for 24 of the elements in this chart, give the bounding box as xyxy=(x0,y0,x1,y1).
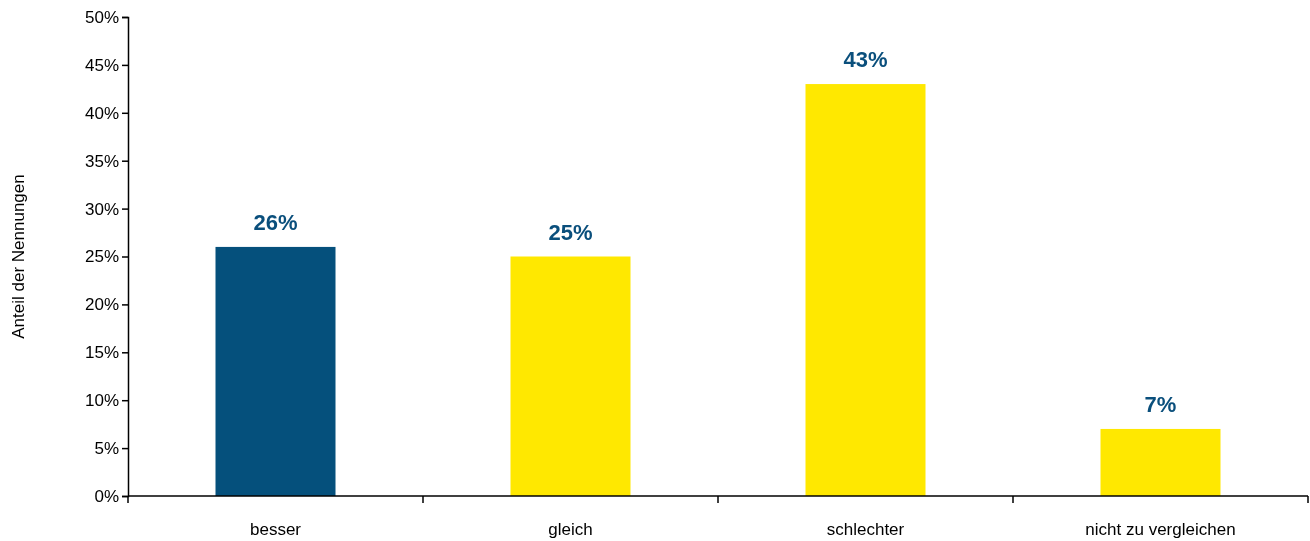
y-axis-title: Anteil der Nennungen xyxy=(9,174,28,339)
y-tick-label: 35% xyxy=(84,151,119,171)
bar xyxy=(510,256,631,496)
y-tick-label: 5% xyxy=(94,439,119,459)
data-label: 7% xyxy=(1144,391,1177,417)
y-tick-label: 45% xyxy=(84,55,119,75)
bar xyxy=(1100,428,1221,496)
bar xyxy=(215,246,336,496)
y-tick-label: 50% xyxy=(84,7,119,27)
data-label: 25% xyxy=(548,219,593,245)
y-tick-label: 0% xyxy=(94,486,119,506)
x-tick-label: nicht zu vergleichen xyxy=(1085,520,1236,539)
data-label: 26% xyxy=(253,209,298,235)
data-label: 43% xyxy=(843,47,888,73)
x-tick-label: schlechter xyxy=(826,520,905,539)
y-tick-label: 15% xyxy=(84,343,119,363)
x-tick-label: gleich xyxy=(548,520,593,539)
y-tick-label: 30% xyxy=(84,199,119,219)
bar xyxy=(805,84,926,496)
y-tick-label: 25% xyxy=(84,247,119,267)
x-tick-label: besser xyxy=(249,520,302,539)
y-tick-label: 40% xyxy=(84,103,119,123)
y-tick-label: 20% xyxy=(84,295,119,315)
y-tick-label: 10% xyxy=(84,391,119,411)
